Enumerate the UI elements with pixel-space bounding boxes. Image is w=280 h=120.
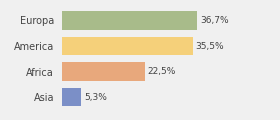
Bar [62, 11, 197, 30]
Text: 5,3%: 5,3% [84, 93, 107, 102]
Bar [62, 37, 193, 55]
Text: 36,7%: 36,7% [200, 16, 229, 25]
Bar [62, 62, 145, 81]
Bar [62, 88, 81, 106]
Text: 35,5%: 35,5% [196, 42, 224, 51]
Text: 22,5%: 22,5% [148, 67, 176, 76]
